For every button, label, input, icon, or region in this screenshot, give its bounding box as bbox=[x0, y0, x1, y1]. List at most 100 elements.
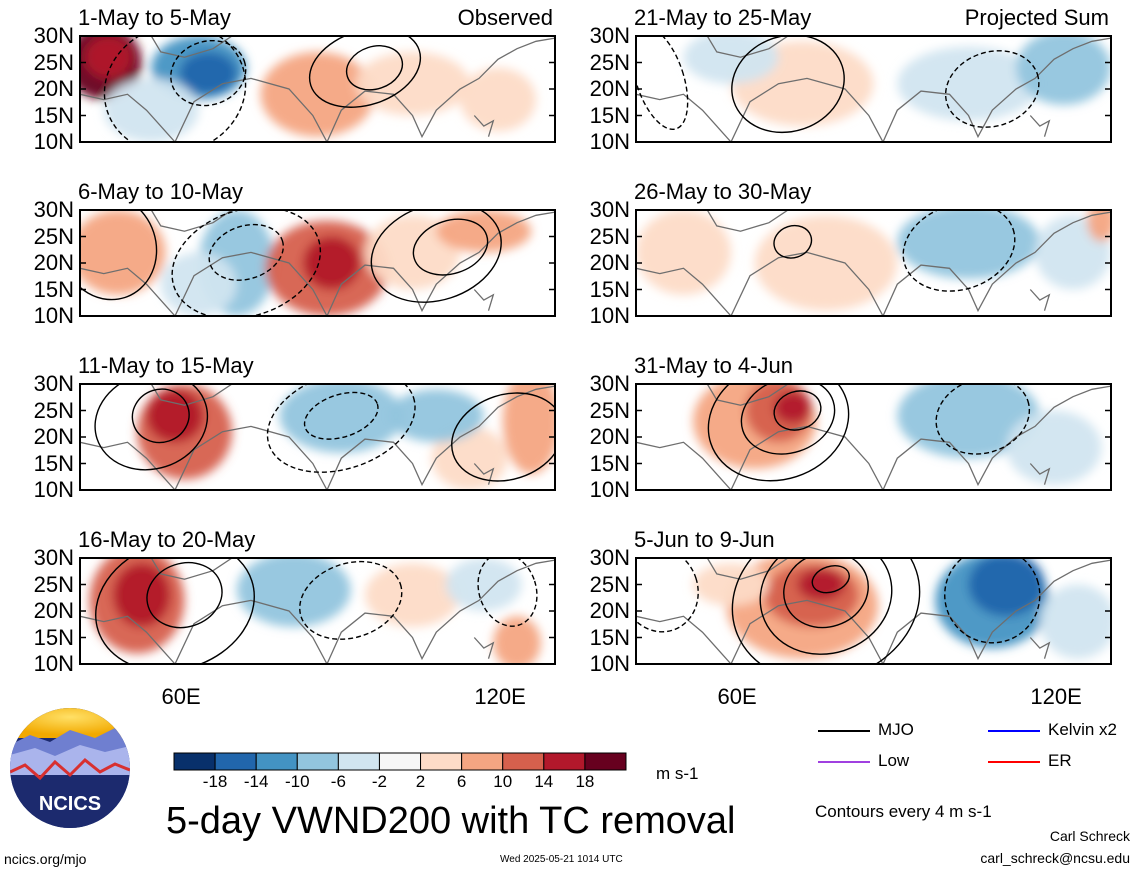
lat-label: 20N bbox=[589, 598, 630, 623]
mjo-contour bbox=[935, 384, 1031, 455]
lat-label: 10N bbox=[589, 477, 630, 502]
footer-email[interactable]: carl_schreck@ncsu.edu bbox=[980, 850, 1130, 866]
mjo-contour bbox=[783, 558, 869, 629]
coastline bbox=[636, 385, 1111, 490]
colorbar-swatch bbox=[420, 752, 463, 771]
panel-tag: Observed bbox=[457, 5, 553, 30]
coastline bbox=[706, 384, 789, 406]
mjo-contour bbox=[731, 36, 845, 134]
wind-shading bbox=[683, 36, 1111, 127]
mjo-contour bbox=[811, 565, 850, 594]
lat-label: 30N bbox=[33, 197, 74, 222]
panel-title: 21-May to 25-May bbox=[634, 5, 812, 30]
lat-label: 10N bbox=[589, 129, 630, 154]
mjo-contour bbox=[740, 384, 836, 455]
legend-label: MJO bbox=[878, 720, 914, 739]
mjo-contour bbox=[370, 210, 502, 303]
lat-label: 15N bbox=[589, 276, 630, 302]
lat-label: 15N bbox=[33, 276, 74, 302]
lon-label: 60E bbox=[717, 684, 757, 709]
colorbar-swatch bbox=[584, 752, 627, 771]
lat-label: 20N bbox=[589, 250, 630, 275]
colorbar-label: 2 bbox=[415, 772, 426, 791]
figure-title: 5-day VWND200 with TC removal bbox=[166, 800, 736, 842]
coastline bbox=[706, 210, 789, 232]
colorbar-swatch bbox=[502, 752, 545, 771]
coastline bbox=[473, 289, 495, 311]
lon-label: 120E bbox=[1030, 684, 1082, 709]
panels-layer bbox=[79, 35, 1112, 665]
lat-label: 30N bbox=[589, 197, 630, 222]
coastline bbox=[473, 463, 495, 485]
lat-label: 25N bbox=[33, 223, 74, 249]
mjo-contour bbox=[451, 392, 555, 482]
lat-label: 15N bbox=[589, 450, 630, 476]
mjo-contour bbox=[170, 39, 247, 107]
map-panel bbox=[79, 383, 556, 491]
colorbar-label: -18 bbox=[202, 772, 228, 791]
lat-label: 10N bbox=[589, 303, 630, 328]
lat-label: 30N bbox=[589, 371, 630, 396]
coastline bbox=[80, 559, 555, 664]
wind-shading bbox=[636, 210, 1111, 311]
coastline bbox=[636, 559, 1111, 664]
mjo-contour bbox=[412, 218, 489, 276]
coastline bbox=[1029, 115, 1051, 137]
mjo-contour bbox=[707, 384, 850, 482]
lat-label: 10N bbox=[33, 651, 74, 676]
colorbar-swatch bbox=[255, 752, 298, 771]
map-panel bbox=[635, 383, 1112, 491]
lat-label: 30N bbox=[589, 23, 630, 48]
mjo-contour bbox=[902, 210, 1016, 292]
colorbar-label: -2 bbox=[371, 772, 388, 791]
panel-tag: Projected Sum bbox=[964, 5, 1109, 30]
wind-shading bbox=[89, 558, 541, 664]
ncics-logo: NCICS bbox=[10, 708, 130, 828]
mjo-contour bbox=[944, 50, 1040, 128]
map-panel bbox=[79, 209, 556, 317]
mjo-contour bbox=[303, 391, 379, 440]
mjo-contour bbox=[94, 384, 209, 471]
units-label: m s-1 bbox=[656, 764, 699, 783]
mjo-contour bbox=[345, 45, 404, 91]
lat-label: 20N bbox=[33, 250, 74, 275]
coastline bbox=[706, 558, 789, 580]
mjo-contour bbox=[131, 388, 190, 444]
coastline bbox=[80, 37, 555, 142]
coastline bbox=[80, 385, 555, 490]
lat-label: 25N bbox=[589, 49, 630, 75]
lat-label: 25N bbox=[33, 571, 74, 597]
mjo-contour bbox=[266, 384, 416, 473]
legend-label: Kelvin x2 bbox=[1048, 720, 1117, 739]
mjo-contour bbox=[636, 36, 689, 131]
legend-label: ER bbox=[1048, 751, 1072, 770]
lat-label: 20N bbox=[33, 598, 74, 623]
lat-label: 25N bbox=[33, 49, 74, 75]
footer-timestamp: Wed 2025-05-21 1014 UTC bbox=[500, 854, 623, 865]
lon-label: 60E bbox=[161, 684, 201, 709]
legend-label: Low bbox=[878, 751, 910, 770]
lat-label: 15N bbox=[589, 102, 630, 128]
footer-author: Carl Schreck bbox=[1049, 828, 1130, 844]
panel-title: 5-Jun to 9-Jun bbox=[634, 527, 775, 552]
lat-label: 15N bbox=[589, 624, 630, 650]
panel-title: 11-May to 15-May bbox=[78, 353, 254, 378]
lat-label: 30N bbox=[33, 371, 74, 396]
mjo-contour bbox=[731, 558, 921, 664]
coastline bbox=[150, 36, 233, 58]
coastline bbox=[80, 211, 555, 316]
colorbar-swatch bbox=[296, 752, 339, 771]
map-panel bbox=[635, 35, 1112, 143]
colorbar-swatch bbox=[337, 752, 380, 771]
mjo-contour bbox=[208, 223, 285, 281]
coastline bbox=[1029, 289, 1051, 311]
lat-label: 30N bbox=[589, 545, 630, 570]
lat-label: 25N bbox=[33, 397, 74, 423]
mjo-contour bbox=[95, 558, 255, 664]
map-panel bbox=[79, 557, 556, 665]
lat-label: 30N bbox=[33, 23, 74, 48]
footer-site[interactable]: ncics.org/mjo bbox=[4, 851, 87, 867]
lat-label: 10N bbox=[33, 303, 74, 328]
colorbar-swatch bbox=[173, 752, 216, 771]
